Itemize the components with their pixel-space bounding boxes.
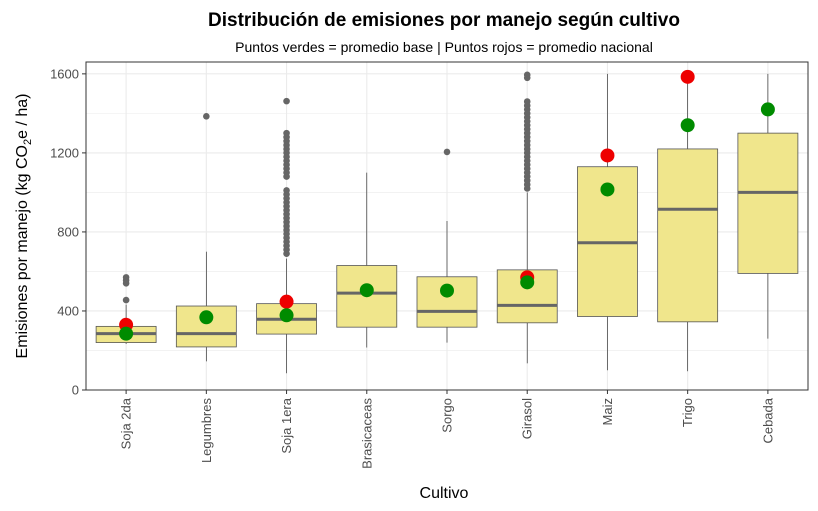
base-mean-point [279,308,294,323]
y-tick-label: 1200 [50,145,79,160]
base-mean-point [520,275,535,290]
outlier-point [122,296,130,304]
y-tick-label: 1600 [50,66,79,81]
x-tick-label: Sorgo [440,398,455,433]
y-tick-label: 800 [57,224,79,239]
x-tick-label: Maiz [600,398,615,425]
x-tick-label: Girasol [520,398,535,439]
national-mean-point [279,294,294,309]
y-tick-label: 0 [72,383,79,398]
x-tick-label: Soja 1era [279,397,294,453]
base-mean-point [680,118,695,133]
outlier-point [122,274,130,281]
y-axis-title: Emisiones por manejo (kg CO2e / ha) [14,94,34,359]
base-mean-point [600,182,615,197]
x-tick-label: Legumbres [199,398,214,464]
box-trigo [657,73,719,372]
x-tick-label: Cebada [760,397,775,443]
x-tick-label: Trigo [680,398,695,427]
chart-title: Distribución de emisiones por manejo seg… [208,10,680,31]
outlier-point [443,148,451,156]
base-mean-point [760,102,775,117]
outlier-point [523,98,531,105]
mean-layer [119,69,775,341]
y-axis: 0 400 800 1200 1600 [50,66,86,398]
x-tick-label: Soja 2da [119,397,134,449]
outlier-point [283,97,290,105]
base-mean-point [199,310,214,325]
national-mean-point [680,69,695,84]
outlier-point [523,71,531,79]
base-mean-point [119,326,134,341]
y-axis-title-prefix: Emisiones por manejo (kg CO [14,145,31,358]
y-axis-title-suffix: e / ha) [14,94,31,139]
x-axis-title: Cultivo [420,485,469,502]
chart-subtitle: Puntos verdes = promedio base | Puntos r… [235,39,653,55]
box-body [737,132,799,274]
box-body [657,148,719,323]
national-mean-point [600,148,615,163]
x-tick-label: Brasicaceas [359,398,374,469]
base-mean-point [440,283,454,298]
outlier-point [203,113,210,120]
outlier-point [283,187,290,194]
box-cebada [737,73,799,339]
x-axis: Soja 2da Legumbres Soja 1era Brasicaceas Sor… [119,390,775,469]
y-axis-title-subscript: 2 [22,139,34,145]
base-mean-point [359,283,374,298]
outlier-point [283,129,290,137]
y-tick-label: 400 [57,303,79,318]
